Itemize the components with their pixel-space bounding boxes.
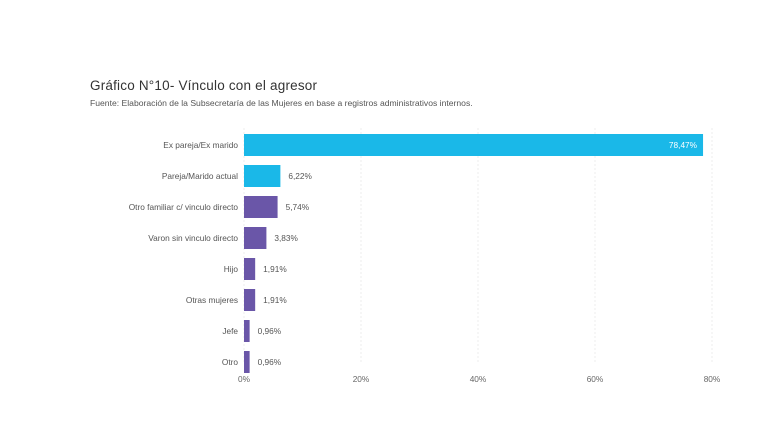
bar bbox=[244, 289, 256, 311]
x-axis-ticks: 0% 20% 40% 60% 80% bbox=[238, 374, 721, 384]
x-tick-label: 80% bbox=[704, 374, 721, 384]
bars bbox=[244, 134, 704, 373]
category-label: Varon sin vinculo directo bbox=[148, 233, 238, 243]
bar bbox=[244, 196, 278, 218]
x-tick-label: 0% bbox=[238, 374, 251, 384]
category-label: Ex pareja/Ex marido bbox=[163, 140, 238, 150]
category-label: Otras mujeres bbox=[186, 295, 238, 305]
data-label: 0,96% bbox=[258, 326, 282, 336]
category-label: Otro familiar c/ vinculo directo bbox=[129, 202, 239, 212]
data-label: 1,91% bbox=[263, 295, 287, 305]
x-tick-label: 40% bbox=[470, 374, 487, 384]
value-labels: 78,47% 6,22% 5,74% 3,83% 1,91% 1,91% 0,96% 0,96… bbox=[258, 140, 698, 367]
data-label: 3,83% bbox=[274, 233, 298, 243]
grid-lines bbox=[243, 128, 713, 362]
bar bbox=[244, 351, 250, 373]
chart-card bbox=[64, 56, 744, 401]
category-labels: Ex pareja/Ex marido Pareja/Marido actual O… bbox=[129, 140, 239, 367]
x-tick-label: 20% bbox=[353, 374, 370, 384]
category-label: Jefe bbox=[222, 326, 238, 336]
bar bbox=[244, 258, 256, 280]
category-label: Pareja/Marido actual bbox=[162, 171, 238, 181]
category-label: Hijo bbox=[224, 264, 239, 274]
data-label: 1,91% bbox=[263, 264, 287, 274]
bar bbox=[244, 134, 704, 156]
bar bbox=[244, 320, 250, 342]
x-tick-label: 60% bbox=[587, 374, 604, 384]
bar bbox=[244, 227, 267, 249]
chart-title: Gráfico N°10- Vínculo con el agresor bbox=[90, 78, 318, 93]
data-label: 6,22% bbox=[288, 171, 312, 181]
category-label: Otro bbox=[222, 357, 239, 367]
bar bbox=[244, 165, 281, 187]
data-label: 5,74% bbox=[286, 202, 310, 212]
chart-subtitle: Fuente: Elaboración de la Subsecretaría … bbox=[90, 98, 473, 108]
data-label: 0,96% bbox=[258, 357, 282, 367]
data-label: 78,47% bbox=[669, 140, 698, 150]
